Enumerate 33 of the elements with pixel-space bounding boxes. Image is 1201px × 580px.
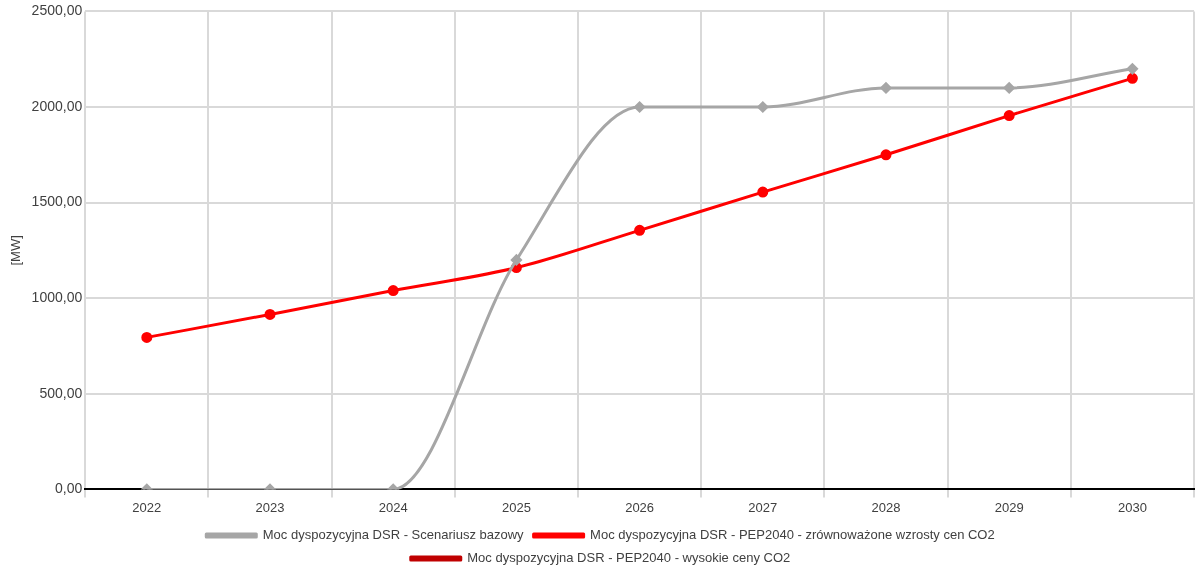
y-tick-label: 500,00: [39, 384, 83, 401]
x-tick-label: 2025: [501, 499, 531, 515]
point: [1003, 110, 1015, 122]
y-tick-label: 1500,00: [31, 193, 83, 210]
point: [634, 101, 646, 113]
point: [141, 331, 153, 343]
x-tick-label: 2028: [871, 499, 901, 515]
point: [634, 224, 646, 236]
point: [757, 186, 769, 198]
point: [510, 254, 522, 266]
point: [880, 149, 892, 161]
point: [1126, 63, 1138, 75]
point: [880, 82, 892, 94]
point: [757, 101, 769, 113]
y-tick-label: 2500,00: [31, 2, 83, 19]
x-tick-label: 2024: [378, 499, 408, 515]
legend-label: Moc dyspozycyjna DSR - PEP2040 - wysokie ceny CO2: [467, 550, 791, 566]
x-tick-label: 2023: [255, 499, 285, 515]
x-tick-label: 2026: [625, 499, 655, 515]
y-axis-title: [MW]: [8, 235, 24, 266]
point: [1126, 72, 1138, 84]
x-tick-label: 2029: [994, 499, 1024, 515]
point: [1003, 82, 1015, 94]
point: [387, 285, 399, 297]
x-tick-label: 2030: [1117, 499, 1147, 515]
y-tick-label: 1000,00: [31, 289, 83, 306]
legend-label: Moc dyspozycyjna DSR - Scenariusz bazowy: [262, 527, 525, 543]
x-tick-label: 2022: [132, 499, 162, 515]
x-tick-label: 2027: [748, 499, 778, 515]
legend-label: Moc dyspozycyjna DSR - PEP2040 - zrównoważone wzrosty cen CO2: [590, 527, 995, 543]
y-tick-label: 0,00: [54, 480, 83, 497]
y-tick-label: 2000,00: [31, 97, 83, 114]
point: [264, 308, 276, 320]
